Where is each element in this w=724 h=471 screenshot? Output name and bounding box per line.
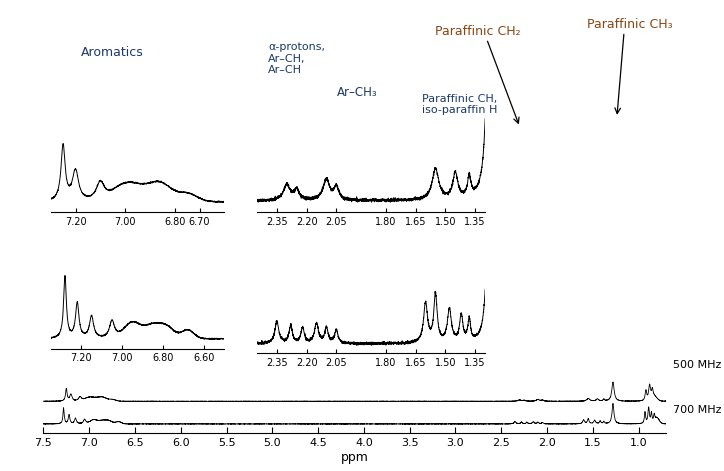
- Text: Paraffinic CH₂: Paraffinic CH₂: [435, 24, 521, 38]
- Text: 700 MHz: 700 MHz: [673, 405, 722, 415]
- Text: Ar–CH₃: Ar–CH₃: [337, 86, 378, 99]
- Text: 500 MHz: 500 MHz: [673, 360, 722, 370]
- X-axis label: ppm: ppm: [341, 451, 369, 464]
- Text: Paraffinic CH,
iso-paraffin H: Paraffinic CH, iso-paraffin H: [422, 94, 497, 115]
- Text: α-protons,
Ar–CH,
Ar–CH: α-protons, Ar–CH, Ar–CH: [268, 42, 325, 75]
- Text: Paraffinic CH₃: Paraffinic CH₃: [587, 17, 673, 31]
- Text: Aromatics: Aromatics: [81, 46, 143, 59]
